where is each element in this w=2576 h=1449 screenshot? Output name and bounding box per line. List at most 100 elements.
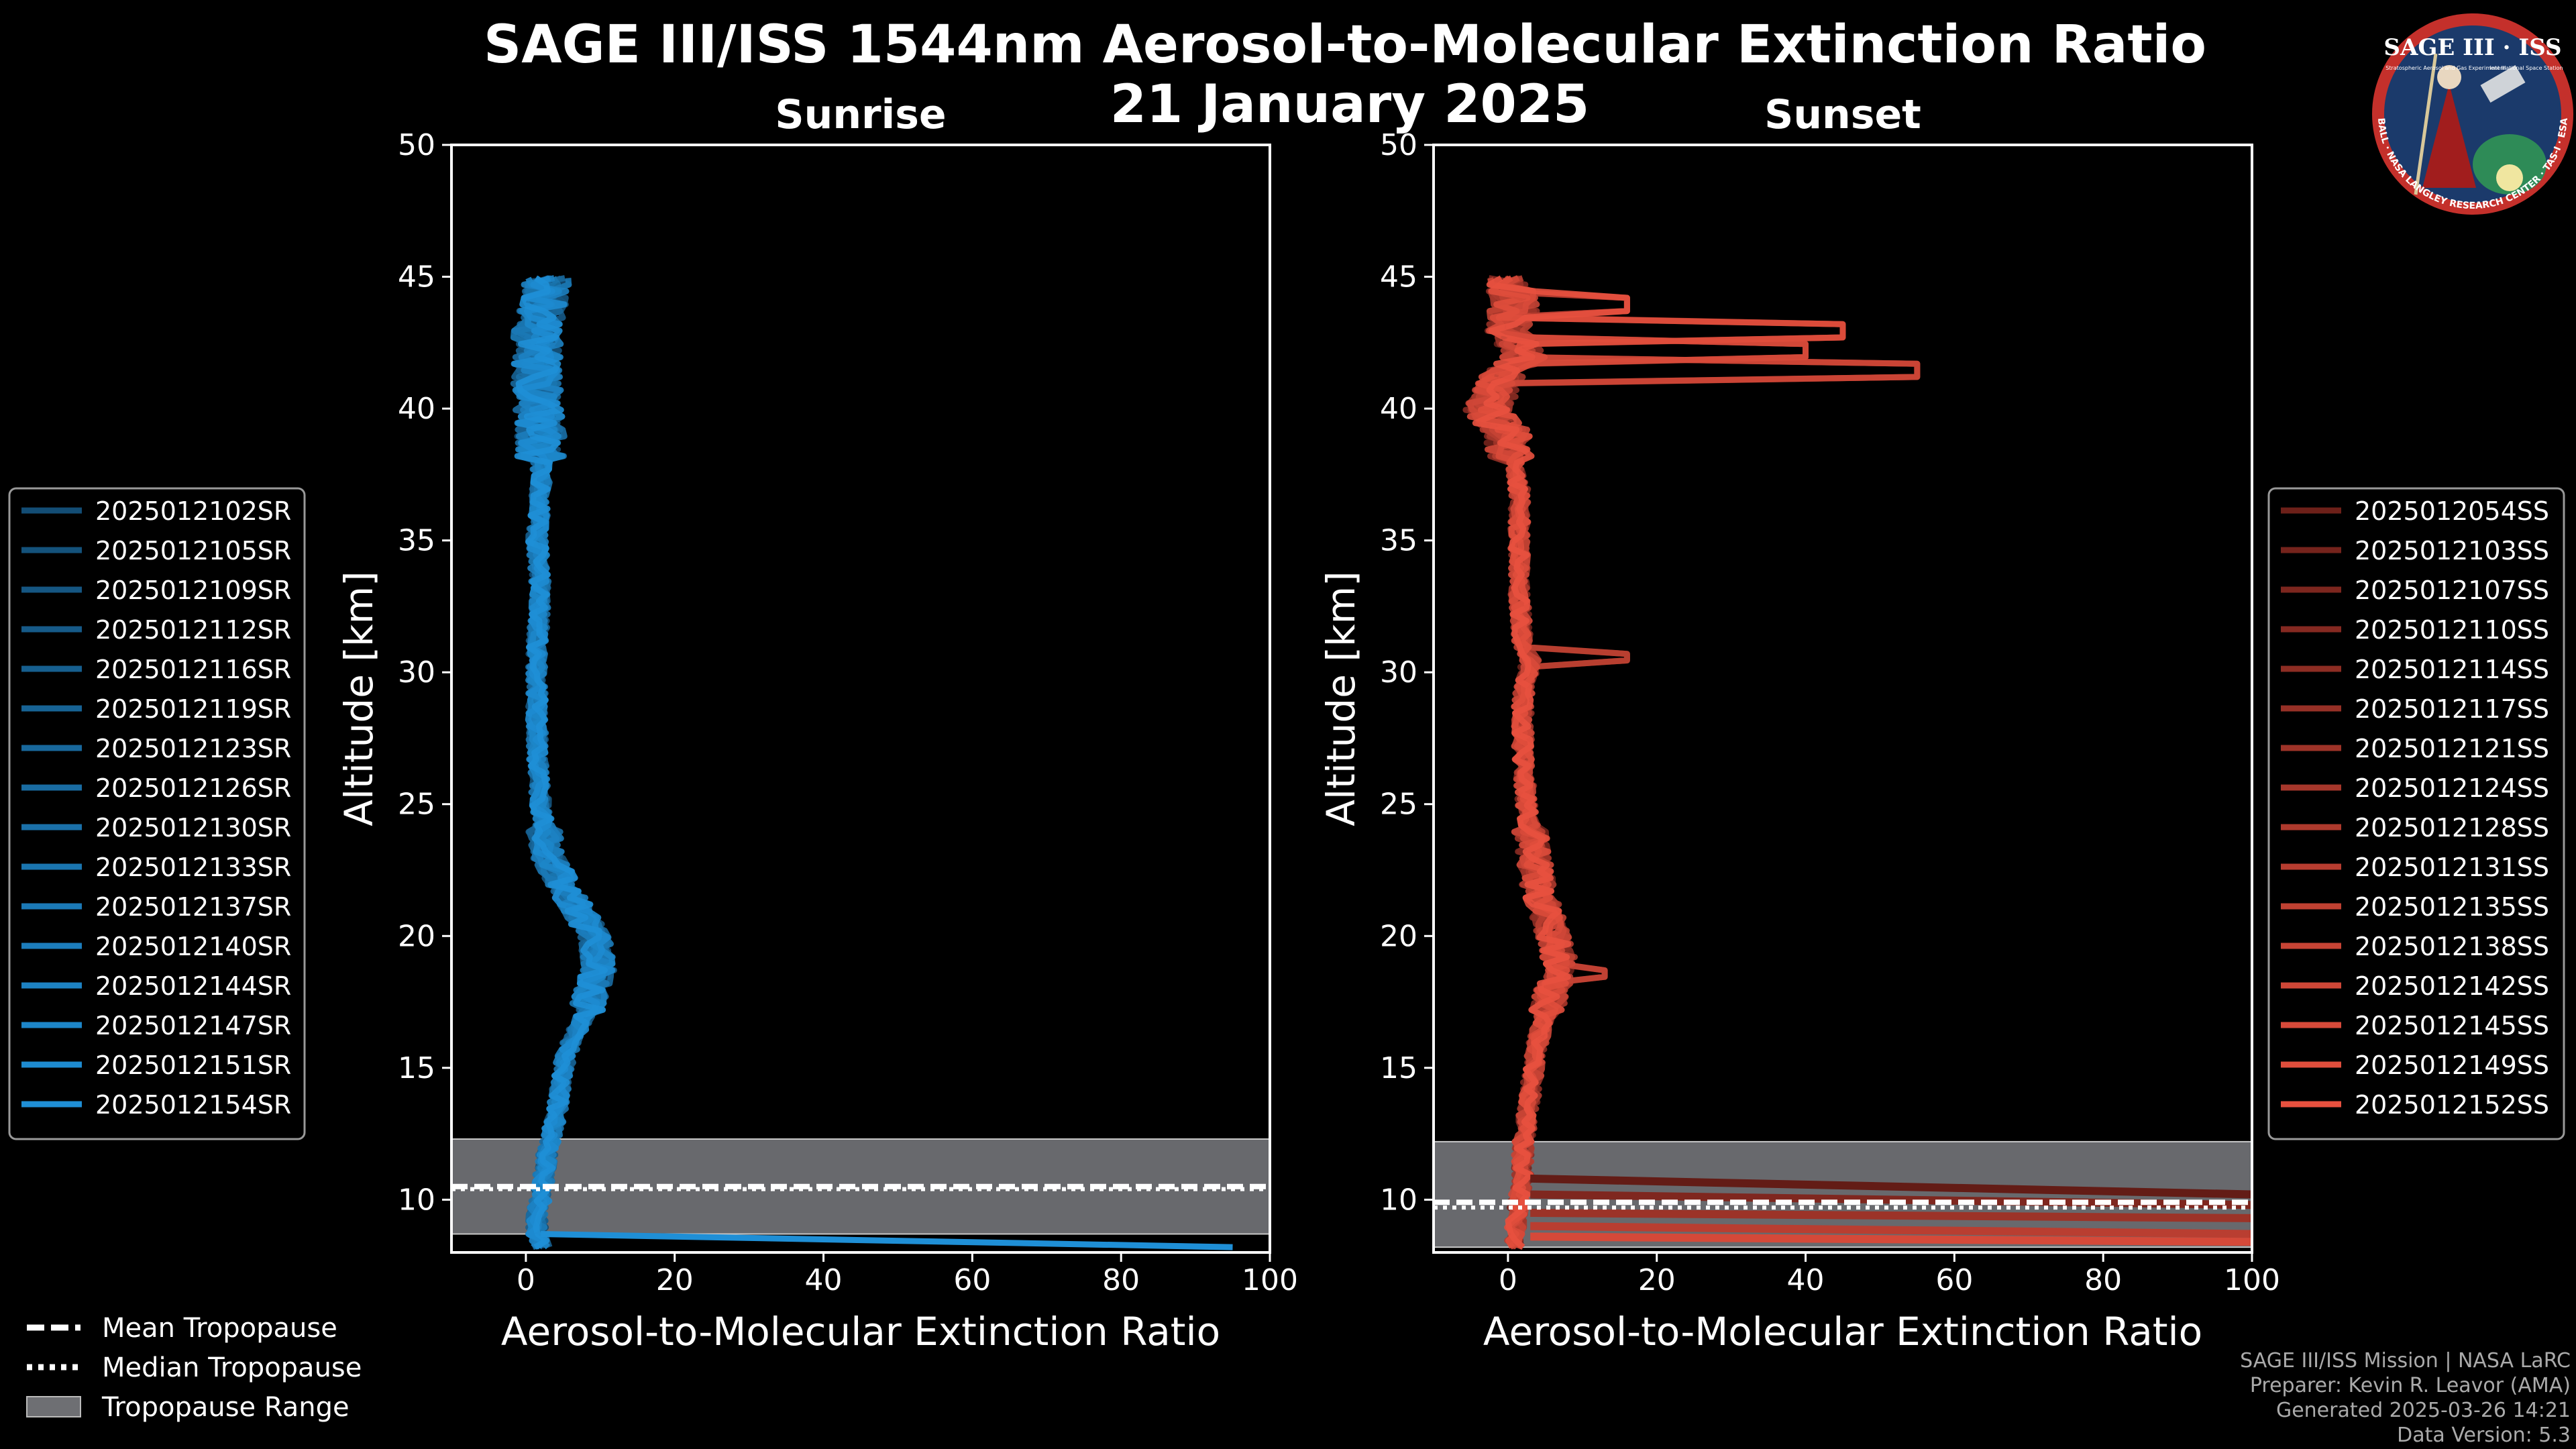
y-tick-label: 30 xyxy=(398,655,435,690)
tropopause-range-swatch xyxy=(26,1396,81,1417)
panel-title: Sunrise xyxy=(775,91,946,138)
series-legend: 2025012054SS 2025012103SS 2025012107SS 2025… xyxy=(2267,487,2565,1140)
legend-label: 2025012102SR xyxy=(95,496,291,526)
y-tick-label: 20 xyxy=(1380,919,1417,953)
y-tick-label: 25 xyxy=(1380,788,1417,822)
legend-label: 2025012140SR xyxy=(95,932,291,961)
x-tick-label: 100 xyxy=(2224,1263,2280,1297)
y-tick-label: 25 xyxy=(398,788,435,822)
legend-label: 2025012144SR xyxy=(95,971,291,1001)
legend-label: 2025012114SS xyxy=(2355,655,2549,684)
legend-label: 2025012130SR xyxy=(95,813,291,843)
legend-label: 2025012133SR xyxy=(95,853,291,882)
y-tick-label: 10 xyxy=(398,1183,435,1217)
legend-label: 2025012109SR xyxy=(95,576,291,605)
footer-preparer: Preparer: Kevin R. Leavor (AMA) xyxy=(2249,1374,2571,1397)
panel-sunrise: 0 20 40 60 80 100 10 15 20 25 30 35 40 45 50 Sunrise Aer… xyxy=(8,91,1298,1354)
low-level-line xyxy=(1530,1222,2252,1238)
bottom-legend: Mean Tropopause Median Tropopause Tropopau… xyxy=(26,1313,362,1423)
y-tick-label: 35 xyxy=(398,524,435,558)
series-line-2025012154SR xyxy=(514,275,608,1250)
legend-label: 2025012135SS xyxy=(2355,892,2549,922)
y-tick-label: 50 xyxy=(1380,128,1417,162)
low-level-line xyxy=(1530,1174,2252,1199)
x-tick-label: 40 xyxy=(1787,1263,1825,1297)
legend-label: 2025012138SS xyxy=(2355,932,2549,961)
low-level-line xyxy=(1530,1232,2252,1246)
bottom-legend-label: Median Tropopause xyxy=(102,1352,362,1383)
sage-logo: SAGE III · ISS Stratospheric Aerosol and … xyxy=(2372,13,2573,215)
logo-sub-text-left: Stratospheric Aerosol and Gas Experiment… xyxy=(2385,65,2506,71)
y-tick-label: 35 xyxy=(1380,524,1417,558)
x-tick-label: 0 xyxy=(517,1263,535,1297)
profile-lines xyxy=(510,275,1233,1250)
y-tick-label: 50 xyxy=(398,128,435,162)
panels: 0 20 40 60 80 100101520253035404550SunriseAer… xyxy=(8,91,2565,1354)
footer-version: Data Version: 5.3 xyxy=(2397,1424,2571,1447)
legend-box xyxy=(2267,487,2565,1140)
logo-figure-head xyxy=(2437,65,2461,89)
logo-sub-text-right: International Space Station xyxy=(2490,65,2563,71)
legend-label: 2025012121SS xyxy=(2355,734,2549,763)
legend-label: 2025012126SR xyxy=(95,773,291,803)
legend-label: 2025012152SS xyxy=(2355,1090,2549,1120)
legend-label: 2025012145SS xyxy=(2355,1011,2549,1040)
x-tick-label: 80 xyxy=(1102,1263,1140,1297)
surface-spike-line xyxy=(541,1231,1233,1250)
y-tick-label: 30 xyxy=(1380,655,1417,690)
legend-label: 2025012142SS xyxy=(2355,971,2549,1001)
footer: SAGE III/ISS Mission | NASA LaRC Prepare… xyxy=(2240,1348,2571,1448)
bottom-legend-label: Tropopause Range xyxy=(101,1392,350,1423)
y-tick-label: 45 xyxy=(398,260,435,294)
profile-lines xyxy=(1462,275,2252,1250)
legend-label: 2025012116SR xyxy=(95,655,291,684)
series-legend: 2025012102SR 2025012105SR 2025012109SR 2025… xyxy=(8,487,306,1140)
legend-label: 2025012103SS xyxy=(2355,536,2549,566)
panel-sunset: 0 20 40 60 80 100 10 15 20 25 30 35 40 45 50 Sunset Aero… xyxy=(1318,91,2565,1354)
legend-label: 2025012147SR xyxy=(95,1011,291,1040)
x-axis-label: Aerosol-to-Molecular Extinction Ratio xyxy=(1483,1309,2202,1354)
logo-staff xyxy=(2414,53,2438,195)
footer-mission: SAGE III/ISS Mission | NASA LaRC xyxy=(2240,1349,2571,1373)
y-tick-label: 10 xyxy=(1380,1183,1417,1217)
legend-label: 2025012128SS xyxy=(2355,813,2549,843)
legend-label: 2025012154SR xyxy=(95,1090,291,1120)
logo-sun xyxy=(2496,164,2523,191)
x-tick-label: 20 xyxy=(656,1263,694,1297)
footer-generated: Generated 2025-03-26 14:21 xyxy=(2275,1399,2571,1422)
logo-iss xyxy=(2480,65,2526,103)
y-tick-label: 40 xyxy=(1380,392,1417,426)
y-tick-label: 20 xyxy=(398,919,435,953)
tropopause-range xyxy=(451,1138,1270,1235)
legend-label: 2025012105SR xyxy=(95,536,291,566)
logo-figure-robe xyxy=(2422,84,2476,188)
legend-label: 2025012124SS xyxy=(2355,773,2549,803)
legend-label: 2025012119SR xyxy=(95,694,291,724)
legend-label: 2025012107SS xyxy=(2355,576,2549,605)
legend-label: 2025012054SS xyxy=(2355,496,2549,526)
plot-frame xyxy=(450,144,1271,1254)
x-tick-label: 0 xyxy=(1499,1263,1517,1297)
low-level-line xyxy=(1530,1209,2252,1222)
chart-date: 21 January 2025 xyxy=(1110,74,1590,135)
legend-label: 2025012112SR xyxy=(95,615,291,645)
y-tick-label: 45 xyxy=(1380,260,1417,294)
legend-label: 2025012131SS xyxy=(2355,853,2549,882)
x-tick-label: 40 xyxy=(805,1263,843,1297)
panel-title: Sunset xyxy=(1764,91,1921,138)
y-tick-label: 40 xyxy=(398,392,435,426)
x-tick-label: 60 xyxy=(1935,1263,1973,1297)
chart-title: SAGE III/ISS 1544nm Aerosol-to-Molecular… xyxy=(484,15,2206,75)
legend-label: 2025012110SS xyxy=(2355,615,2549,645)
x-tick-label: 100 xyxy=(1242,1263,1298,1297)
x-tick-label: 20 xyxy=(1638,1263,1676,1297)
y-axis-label: Altitude [km] xyxy=(336,571,382,826)
y-tick-label: 15 xyxy=(398,1051,435,1085)
y-tick-label: 15 xyxy=(1380,1051,1417,1085)
plot-frame xyxy=(1432,144,2253,1254)
legend-box xyxy=(8,487,306,1140)
x-axis-label: Aerosol-to-Molecular Extinction Ratio xyxy=(501,1309,1220,1354)
legend-label: 2025012123SR xyxy=(95,734,291,763)
logo-main-text: SAGE III · ISS xyxy=(2383,34,2561,61)
